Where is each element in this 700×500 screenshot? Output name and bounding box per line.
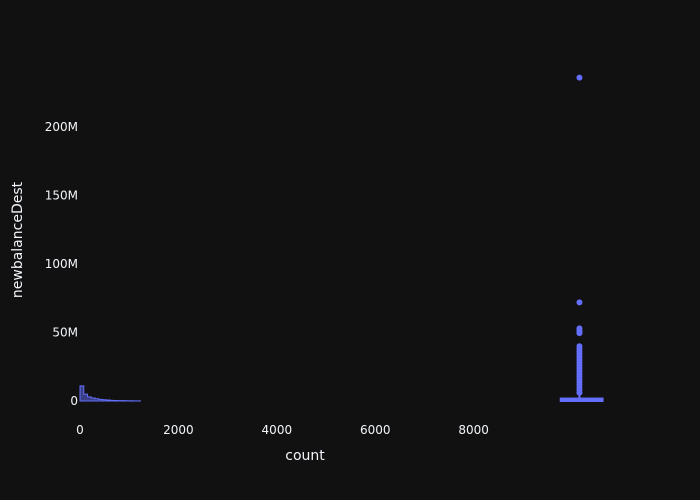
histogram-series (79, 385, 142, 402)
outlier-point (576, 330, 583, 337)
x-tick-label: 4000 (262, 423, 293, 437)
x-tick-label: 0 (76, 423, 84, 437)
plot-area (79, 74, 604, 402)
x-tick-label: 6000 (360, 423, 391, 437)
x-axis-ticks: 0 2000 4000 6000 8000 (76, 423, 489, 437)
y-tick-label: 100M (45, 257, 78, 271)
x-tick-label: 2000 (163, 423, 194, 437)
y-axis-ticks: 0 50M 100M 150M 200M (45, 120, 78, 408)
y-tick-label: 150M (45, 189, 78, 203)
outlier-point (576, 74, 583, 81)
y-tick-label: 50M (52, 326, 78, 340)
y-tick-label: 0 (70, 394, 78, 408)
outlier-point (576, 299, 583, 306)
y-axis-title: newbalanceDest (10, 181, 26, 298)
x-axis-title: count (285, 448, 325, 464)
y-tick-label: 200M (45, 120, 78, 134)
x-tick-label: 8000 (458, 423, 489, 437)
outlier-point (576, 389, 583, 396)
